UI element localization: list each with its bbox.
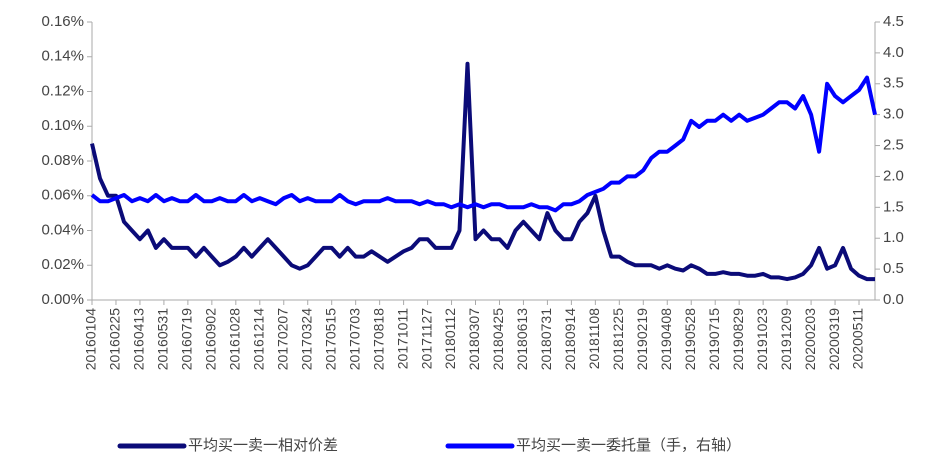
y-tick-label: 0.14% <box>41 48 84 65</box>
legend-label: 平均买一卖一相对价差 <box>188 437 338 454</box>
y2-tick-label: 3.0 <box>883 106 904 123</box>
x-tick-label: 20180112 <box>442 308 458 369</box>
y-tick-label: 0.12% <box>41 82 84 99</box>
x-tick-label: 20170515 <box>322 308 338 371</box>
x-tick-label: 20161214 <box>250 308 266 371</box>
x-tick-label: 20191023 <box>754 308 770 371</box>
x-tick-label: 20190528 <box>682 308 698 371</box>
x-tick-label: 20160902 <box>203 308 219 371</box>
x-tick-label: 20171011 <box>394 308 410 369</box>
x-tick-label: 20160531 <box>155 308 171 371</box>
x-tick-label: 20181225 <box>610 308 626 371</box>
series-line <box>90 61 875 282</box>
x-tick-label: 20200203 <box>802 308 818 371</box>
legend-label: 平均买一卖一委托量（手，右轴） <box>516 437 741 454</box>
y2-tick-label: 0.5 <box>883 260 904 277</box>
y-tick-label: 0.04% <box>41 221 84 238</box>
x-tick-label: 20190829 <box>730 308 746 371</box>
x-tick-label: 20180914 <box>562 308 578 371</box>
x-tick-label: 20180731 <box>538 308 554 371</box>
y-tick-label: 0.00% <box>41 291 84 308</box>
x-tick-label: 20170207 <box>274 308 290 371</box>
x-tick-label: 20190219 <box>634 308 650 371</box>
y2-tick-label: 0.0 <box>883 291 904 308</box>
x-tick-label: 20181108 <box>586 308 602 369</box>
x-tick-label: 20191209 <box>778 308 794 371</box>
y2-tick-label: 4.5 <box>883 13 904 30</box>
x-tick-label: 20190408 <box>658 308 674 371</box>
x-tick-label: 20160413 <box>131 308 147 371</box>
x-tick-label: 20170818 <box>370 308 386 371</box>
x-tick-label: 20190715 <box>706 308 722 371</box>
y-tick-label: 0.06% <box>41 187 84 204</box>
y2-tick-label: 4.0 <box>883 44 904 61</box>
y-tick-label: 0.02% <box>41 256 84 273</box>
x-tick-label: 20160104 <box>83 308 99 371</box>
y2-tick-label: 1.0 <box>883 229 904 246</box>
x-tick-label: 20180613 <box>514 308 530 371</box>
y-tick-label: 0.10% <box>41 117 84 134</box>
y-tick-label: 0.16% <box>41 13 84 30</box>
x-tick-label: 20171127 <box>418 308 434 369</box>
y2-tick-label: 3.5 <box>883 75 904 92</box>
y2-tick-label: 1.5 <box>883 198 904 215</box>
x-tick-label: 20160225 <box>107 308 123 371</box>
series-line <box>90 75 877 213</box>
x-tick-label: 20170703 <box>346 308 362 371</box>
x-tick-label: 20200511 <box>850 308 866 369</box>
x-tick-label: 20180307 <box>466 308 482 371</box>
x-tick-label: 20160719 <box>179 308 195 371</box>
x-tick-label: 20170324 <box>298 308 314 371</box>
y2-tick-label: 2.0 <box>883 167 904 184</box>
y-tick-label: 0.08% <box>41 152 84 169</box>
x-tick-label: 20180425 <box>490 308 506 371</box>
y2-tick-label: 2.5 <box>883 137 904 154</box>
x-tick-label: 20200319 <box>826 308 842 371</box>
x-tick-label: 20161028 <box>227 308 243 371</box>
